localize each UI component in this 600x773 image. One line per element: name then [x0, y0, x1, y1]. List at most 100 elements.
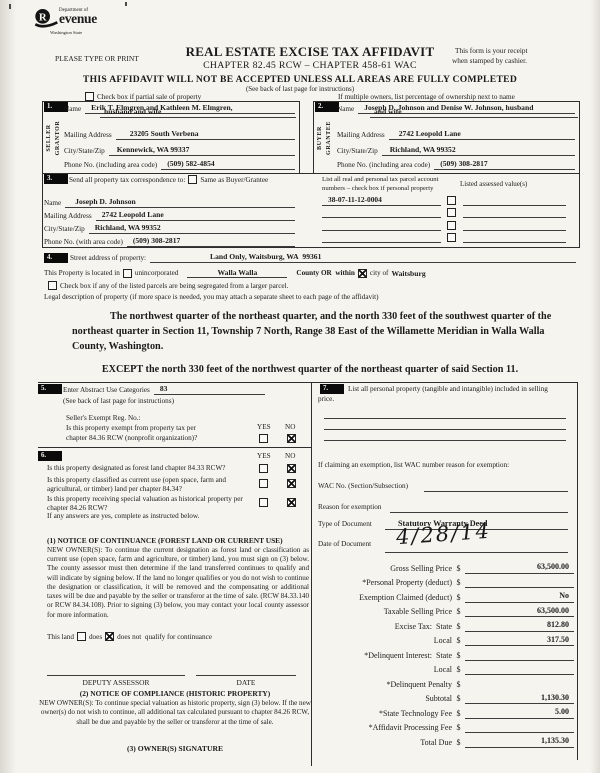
- exempt-question-line1: Is this property exempt from property ta…: [66, 424, 196, 432]
- deputy-assessor-signature-line[interactable]: [47, 675, 185, 676]
- assessed-value-field[interactable]: [462, 209, 566, 219]
- fee-row-value-field[interactable]: 1,130.30: [465, 693, 574, 704]
- partial-sale-checkbox[interactable]: [85, 92, 94, 101]
- fee-row-label: Local: [433, 636, 452, 646]
- buyer-phone-field[interactable]: (509) 308-2817: [434, 159, 575, 170]
- personal-property-blank-line[interactable]: [324, 419, 566, 430]
- corr-mailing-field[interactable]: 2742 Leopold Lane: [95, 210, 295, 221]
- seller-name-field-line2[interactable]: husband and wife: [100, 107, 296, 118]
- fee-row: *Affidavit Processing Fee $: [318, 719, 574, 733]
- current-use-yes-checkbox[interactable]: [259, 479, 268, 488]
- parcel-number-field[interactable]: [322, 234, 442, 244]
- dollar-sign: $: [456, 563, 461, 573]
- fee-row-value-field[interactable]: [465, 650, 574, 661]
- unincorporated-label: unincorporated: [134, 269, 179, 277]
- land-does-checkbox[interactable]: [76, 632, 86, 641]
- buyer-mailing-field[interactable]: 2742 Leopold Lane: [388, 129, 575, 140]
- legal-description-label: Legal description of property (if more s…: [44, 293, 379, 301]
- corr-city-field[interactable]: Richland, WA 99352: [88, 223, 295, 234]
- personal-property-parcel-checkbox[interactable]: [447, 220, 457, 230]
- dollar-sign: $: [456, 607, 461, 617]
- assessed-value-field[interactable]: [462, 234, 566, 244]
- dollar-sign: $: [456, 636, 461, 646]
- segregated-checkbox[interactable]: [48, 281, 57, 290]
- county-field[interactable]: Walla Walla: [187, 268, 288, 278]
- personal-property-parcel-checkbox[interactable]: [447, 233, 457, 243]
- parcel-number-field[interactable]: [322, 209, 442, 219]
- columns-top-border: [38, 382, 578, 383]
- wac-no-field[interactable]: [424, 481, 568, 492]
- section6-yes-header: YES: [257, 452, 271, 460]
- fee-row-value-field[interactable]: 63,500.00: [465, 606, 574, 617]
- parcel-number-field[interactable]: [322, 221, 442, 231]
- reason-exemption-field[interactable]: [390, 502, 568, 513]
- historical-no-checkbox[interactable]: [287, 498, 296, 507]
- corr-name-field[interactable]: Joseph D. Johnson: [65, 197, 295, 208]
- seller-city-field[interactable]: Kennewick, WA 99337: [108, 145, 295, 156]
- abstract-use-row: Enter Abstract Use Categories 83: [63, 384, 265, 395]
- fee-row-value-field[interactable]: 1,135.30: [465, 736, 574, 748]
- fee-row: Total Due $1,135.30: [318, 733, 574, 748]
- fee-row-value-field[interactable]: 63,500.00: [465, 562, 574, 574]
- land-does-not-checkbox[interactable]: [105, 632, 115, 641]
- fee-row-label: *Personal Property (deduct): [362, 578, 452, 588]
- located-in-label: This Property is located in: [44, 269, 120, 277]
- personal-property-parcel-checkbox[interactable]: [447, 195, 457, 205]
- section5-no-header: NO: [285, 423, 296, 431]
- unincorporated-checkbox[interactable]: [122, 268, 132, 278]
- assessed-value-field[interactable]: [462, 197, 566, 206]
- seller-phone-field[interactable]: (509) 582-4854: [161, 159, 295, 170]
- correspondence-row: Send all property tax correspondence to:…: [69, 175, 268, 184]
- fee-row-label: Gross Selling Price: [390, 563, 452, 573]
- exempt-yes-checkbox[interactable]: [259, 434, 268, 443]
- within-city-checkbox[interactable]: [357, 268, 367, 278]
- corr-phone-field[interactable]: (509) 308-2817: [126, 236, 295, 247]
- forest-no-checkbox[interactable]: [287, 464, 296, 473]
- fee-row-value-field[interactable]: [465, 723, 574, 733]
- receipt-note-line1: This form is your receipt: [455, 46, 528, 55]
- fee-row-label: *Delinquent Interest: State: [364, 650, 452, 660]
- logo-department-of: Department of: [59, 8, 89, 13]
- reason-exemption-label: Reason for exemption: [318, 503, 382, 511]
- buyer-name-field[interactable]: Joseph D. Johnson and Denise W. Johnson,…: [358, 103, 575, 114]
- fee-row: Local $317.50: [318, 632, 574, 646]
- right-column-border: [577, 382, 578, 760]
- buyer-city-field[interactable]: Richland, WA 99352: [381, 145, 575, 156]
- abstract-use-field[interactable]: 83: [153, 384, 265, 395]
- fee-row-value-field[interactable]: 317.50: [465, 635, 574, 646]
- assessed-value-field[interactable]: [462, 222, 566, 231]
- fee-row-value-field[interactable]: No: [465, 591, 574, 603]
- street-address-label: Street address of property:: [70, 254, 147, 263]
- date-of-document-field[interactable]: [385, 542, 568, 553]
- street-address-field[interactable]: Land Only, Waitsburg, WA 99361: [150, 252, 576, 263]
- fee-row-value-field[interactable]: [465, 665, 574, 675]
- fee-row-value-field[interactable]: 812.80: [465, 620, 574, 632]
- seller-name-field[interactable]: Erik T. Elmgren and Kathleen M. Elmgren,: [85, 103, 295, 114]
- logo-revenue-word: evenue: [59, 11, 97, 26]
- personal-property-blank-line[interactable]: [324, 430, 566, 441]
- notice-continuance-body: NEW OWNER(S): To continue the current de…: [47, 546, 309, 619]
- type-of-document-field[interactable]: [385, 519, 568, 530]
- fee-row-value-field[interactable]: [465, 578, 574, 588]
- buyer-grantee-side-label: BUYER GRANTEE: [317, 121, 332, 155]
- buyer-phone-row: Phone No. (including area code) (509) 30…: [337, 159, 575, 170]
- section5-see-back: (See back of last page for instructions): [63, 397, 174, 405]
- fee-row: Subtotal $1,130.30: [318, 690, 574, 704]
- historical-yes-checkbox[interactable]: [259, 498, 268, 507]
- fee-row-value-field[interactable]: 5.00: [465, 707, 574, 719]
- personal-property-blank-line[interactable]: [324, 408, 566, 419]
- fee-row-label: *Delinquent Penalty: [386, 679, 452, 689]
- forest-yes-checkbox[interactable]: [259, 464, 268, 473]
- current-use-no-checkbox[interactable]: [287, 479, 296, 488]
- assessor-date-line[interactable]: [196, 675, 296, 676]
- fee-row-value-field[interactable]: [465, 680, 574, 690]
- personal-property-parcel-checkbox[interactable]: [447, 208, 457, 218]
- city-field[interactable]: Waitsburg: [391, 268, 426, 278]
- seller-mailing-field[interactable]: 23205 South Verbena: [115, 129, 295, 140]
- historical-question: Is this property receiving special valua…: [47, 495, 243, 512]
- current-use-question: Is this property classified as current u…: [47, 476, 227, 493]
- exempt-no-checkbox[interactable]: [287, 434, 296, 443]
- buyer-name-field-line2[interactable]: and wife: [370, 107, 578, 118]
- parcel-number-field[interactable]: 38-07-11-12-0004: [322, 195, 442, 206]
- same-as-buyer-checkbox[interactable]: [188, 175, 198, 184]
